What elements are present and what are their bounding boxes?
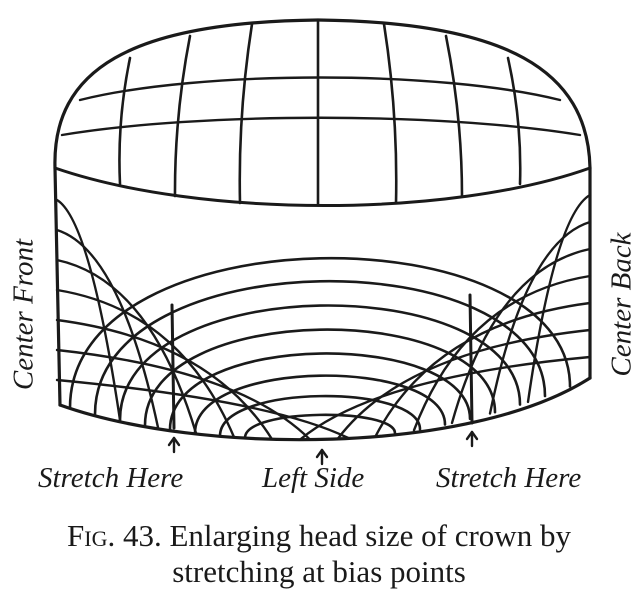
center-front-edge	[53, 166, 62, 407]
tip-row-line	[78, 76, 562, 102]
back-fan-line	[298, 355, 592, 441]
stretch-arrow-right-head	[465, 430, 479, 441]
tip-radial-line	[238, 22, 254, 205]
front-fan-line	[55, 258, 198, 435]
back-fan-line	[450, 247, 592, 425]
band-arch-line	[93, 279, 547, 416]
caption-line-1: Fig. 43. Enlarging head size of crown by	[0, 518, 638, 554]
stretch-here-right-label: Stretch Here	[436, 462, 582, 494]
figure-caption: Fig. 43. Enlarging head size of crown by…	[0, 518, 638, 590]
back-fan-line	[488, 220, 592, 415]
band-arch-line	[118, 304, 522, 422]
headsize-bottom-edge	[58, 376, 592, 442]
crown-top-arc	[53, 18, 592, 170]
stretch-here-left-label: Stretch Here	[38, 462, 184, 494]
band-arch-line	[243, 413, 397, 440]
tip-radial-line	[118, 56, 132, 186]
left-side-arrow-head	[315, 448, 329, 459]
stretch-line-left	[170, 303, 176, 430]
band-arch-line	[193, 374, 447, 435]
stretch-line-right	[468, 293, 474, 425]
caption-line-2: stretching at bias points	[172, 554, 466, 589]
left-side-label: Left Side	[262, 462, 365, 494]
center-back-label: Center Back	[605, 232, 638, 377]
back-fan-line	[374, 301, 592, 437]
tip-row-line	[60, 116, 582, 137]
stretch-arrow-left-head	[167, 436, 181, 447]
front-fan-line	[55, 378, 350, 440]
band-arch-line	[218, 394, 422, 438]
tip-radial-line	[173, 34, 192, 198]
crown-grid	[53, 18, 592, 466]
tip-seam-curve	[53, 166, 592, 207]
back-fan-line	[336, 328, 592, 440]
caption-text-1: Enlarging head size of crown by	[169, 518, 571, 553]
tip-radial-line	[444, 34, 464, 198]
band-arch-line	[168, 352, 472, 431]
center-front-label: Center Front	[7, 238, 40, 391]
front-fan-line	[55, 198, 122, 422]
front-fan-line	[55, 318, 274, 441]
figure-number: Fig. 43.	[67, 518, 162, 553]
front-fan-line	[55, 288, 236, 439]
tip-radial-line	[506, 56, 522, 186]
back-fan-line	[526, 193, 592, 404]
back-fan-line	[412, 274, 592, 432]
front-fan-line	[55, 348, 312, 441]
tip-radial-line	[382, 22, 398, 205]
